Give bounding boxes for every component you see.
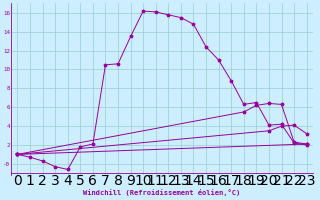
X-axis label: Windchill (Refroidissement éolien,°C): Windchill (Refroidissement éolien,°C) (84, 189, 241, 196)
